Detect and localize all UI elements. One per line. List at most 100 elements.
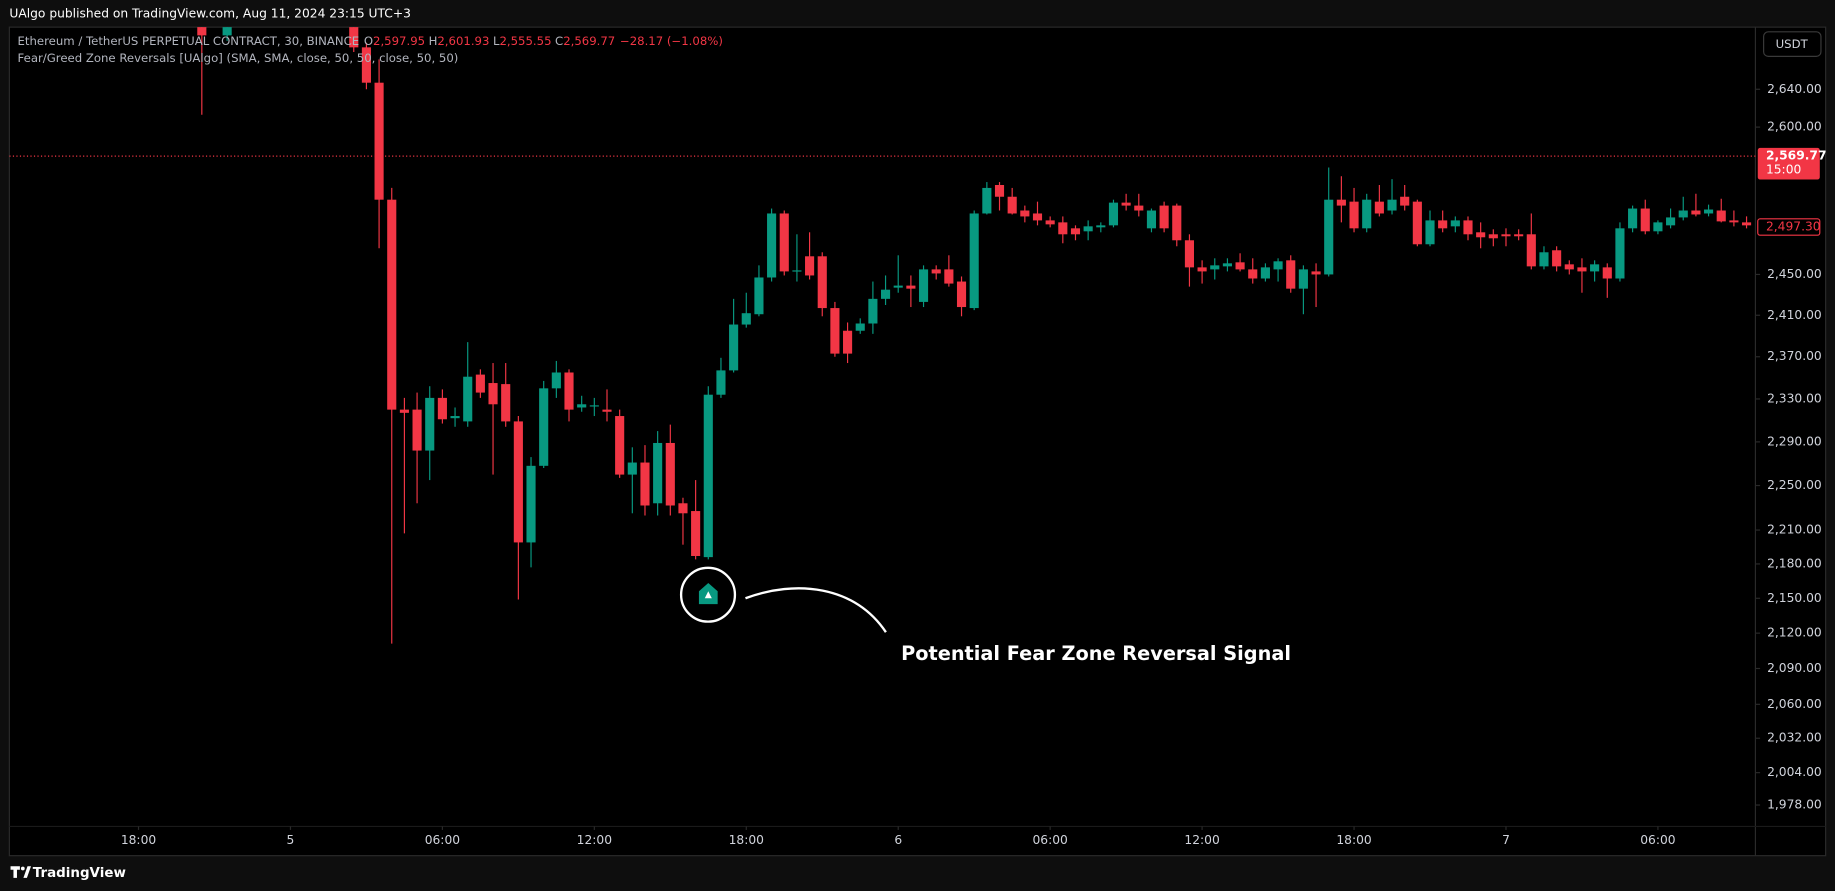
candle-body <box>1096 225 1106 228</box>
candle-body <box>1007 196 1017 214</box>
candle-body <box>1400 196 1410 206</box>
candle-body <box>1412 201 1422 245</box>
legend-value: 2,569.77 <box>563 34 615 48</box>
candle-body <box>1640 208 1650 232</box>
brand-logo <box>10 866 32 878</box>
candle-body <box>1438 220 1448 229</box>
candle-body <box>1197 267 1207 272</box>
candle-body <box>1450 220 1460 227</box>
candle-body <box>425 397 435 451</box>
y-tick-label: 2,032.00 <box>1767 731 1822 745</box>
candle-body <box>817 256 827 309</box>
candle-body <box>855 323 865 331</box>
candle-body <box>1058 222 1068 235</box>
candle-body <box>956 281 967 308</box>
candle-body <box>1628 208 1638 229</box>
candle-body <box>880 289 891 299</box>
candle-body <box>1336 199 1346 206</box>
candle-body <box>1653 222 1663 232</box>
candle-body <box>703 394 713 558</box>
currency-label[interactable]: USDT <box>1776 37 1809 51</box>
candle-body <box>982 187 992 214</box>
legend-key: O <box>364 34 373 48</box>
currency-button[interactable] <box>1763 31 1822 57</box>
candle-body <box>1362 199 1372 229</box>
candle-body <box>779 213 789 272</box>
candle-body <box>1374 201 1384 214</box>
candle-body <box>513 421 523 543</box>
candle-body <box>1121 202 1131 206</box>
candle-body <box>1425 220 1435 245</box>
symbol: Ethereum / TetherUS PERPETUAL CONTRACT, … <box>18 34 360 48</box>
candle-body <box>1146 210 1157 229</box>
candle-body <box>1577 267 1587 272</box>
candle-body <box>387 199 397 410</box>
candle-body <box>805 256 815 276</box>
candle-body <box>602 409 612 412</box>
candle-body <box>399 409 409 413</box>
x-tick-label: 06:00 <box>425 833 460 847</box>
signal-highlight <box>679 566 737 623</box>
candle-body <box>1248 269 1258 279</box>
candle-body <box>349 27 359 48</box>
candle-body <box>1590 264 1600 272</box>
candle-body <box>918 269 929 302</box>
candle-body <box>1615 228 1625 279</box>
candle-body <box>729 324 739 371</box>
x-tick-label: 18:00 <box>121 833 156 847</box>
x-tick-label: 18:00 <box>729 833 764 847</box>
candle-body <box>488 383 498 405</box>
candle-body <box>906 285 916 289</box>
y-tick-label: 2,330.00 <box>1767 391 1822 405</box>
legend-key: C <box>555 34 563 48</box>
y-tick-label: 2,004.00 <box>1767 765 1822 779</box>
countdown: 15:00 <box>1766 163 1801 177</box>
candle-body <box>1741 222 1752 226</box>
publisher: UAlgo published on TradingView.com, Aug … <box>9 7 411 21</box>
candle-body <box>1222 263 1232 267</box>
candle-body <box>1564 264 1574 270</box>
candle-body <box>843 330 853 354</box>
y-tick-label: 2,090.00 <box>1767 661 1822 675</box>
candle-body <box>969 213 979 309</box>
indicator: Fear/Greed Zone Reversals [UAlgo] (SMA, … <box>18 51 459 65</box>
candle-body <box>716 370 726 395</box>
y-tick-label: 1,978.00 <box>1767 798 1822 812</box>
candle-body <box>1501 234 1511 237</box>
candle-body <box>1704 209 1714 214</box>
candle-body <box>1488 234 1498 239</box>
x-tick-label: 06:00 <box>1640 833 1675 847</box>
candle-body <box>944 269 954 284</box>
x-tick-label: 6 <box>894 833 902 847</box>
candle-body <box>1514 234 1524 237</box>
candle-body <box>1070 228 1081 235</box>
candle-body <box>868 298 878 324</box>
candle-body <box>1020 210 1030 217</box>
candle-body <box>450 416 460 419</box>
x-tick-label: 5 <box>287 833 295 847</box>
candle-body <box>767 213 777 278</box>
candle-body <box>653 442 663 504</box>
candle-body <box>412 409 422 451</box>
candle-body <box>1032 213 1043 221</box>
candle-body <box>1602 267 1612 279</box>
x-tick-label: 18:00 <box>1336 833 1371 847</box>
candle-body <box>1286 260 1296 289</box>
y-tick-label: 2,370.00 <box>1767 349 1822 363</box>
candle-body <box>437 397 447 420</box>
legend-values: O2,597.95 H2,601.93 L2,555.55 C2,569.77 −28.… <box>364 34 723 48</box>
candle-body <box>463 376 473 422</box>
candle-body <box>1134 205 1144 211</box>
candle-body <box>1210 265 1220 270</box>
candle-body <box>1298 269 1308 289</box>
y-tick-label: 2,290.00 <box>1767 434 1822 448</box>
candle-body <box>640 462 650 506</box>
candle-body <box>374 82 384 200</box>
candle-body <box>1324 199 1334 275</box>
candle-body <box>222 27 232 36</box>
chart-panel <box>8 26 1827 857</box>
candle-body <box>1716 210 1726 222</box>
candle-body <box>564 372 574 410</box>
